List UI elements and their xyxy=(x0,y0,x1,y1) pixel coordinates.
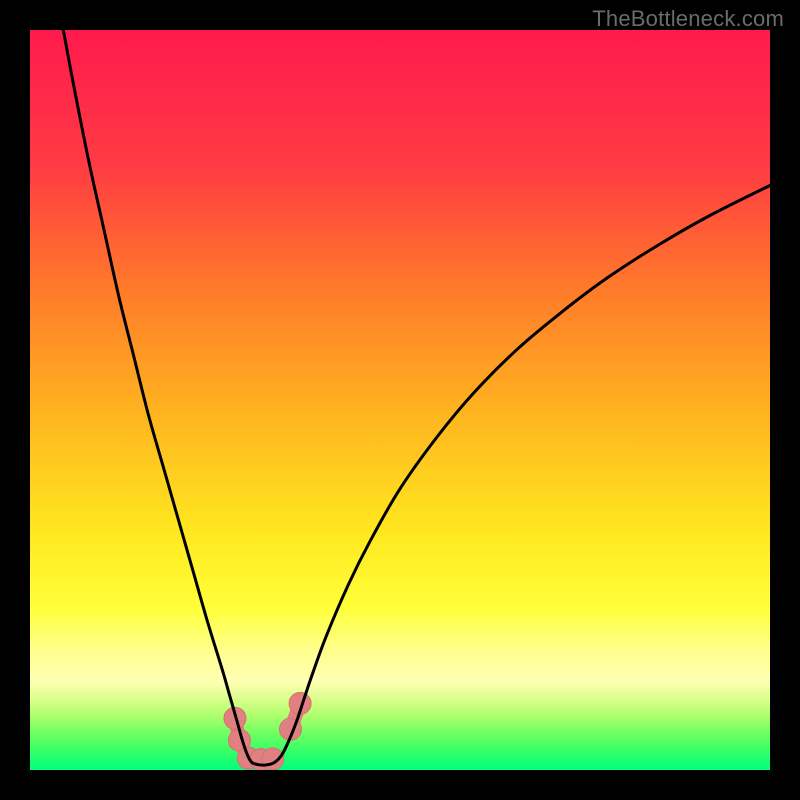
watermark-text: TheBottleneck.com xyxy=(592,6,784,32)
curve-overlay xyxy=(30,30,770,770)
bottleneck-curve xyxy=(63,30,770,765)
plot-area xyxy=(30,30,770,770)
marker-layer xyxy=(224,692,311,770)
chart-container: TheBottleneck.com xyxy=(0,0,800,800)
